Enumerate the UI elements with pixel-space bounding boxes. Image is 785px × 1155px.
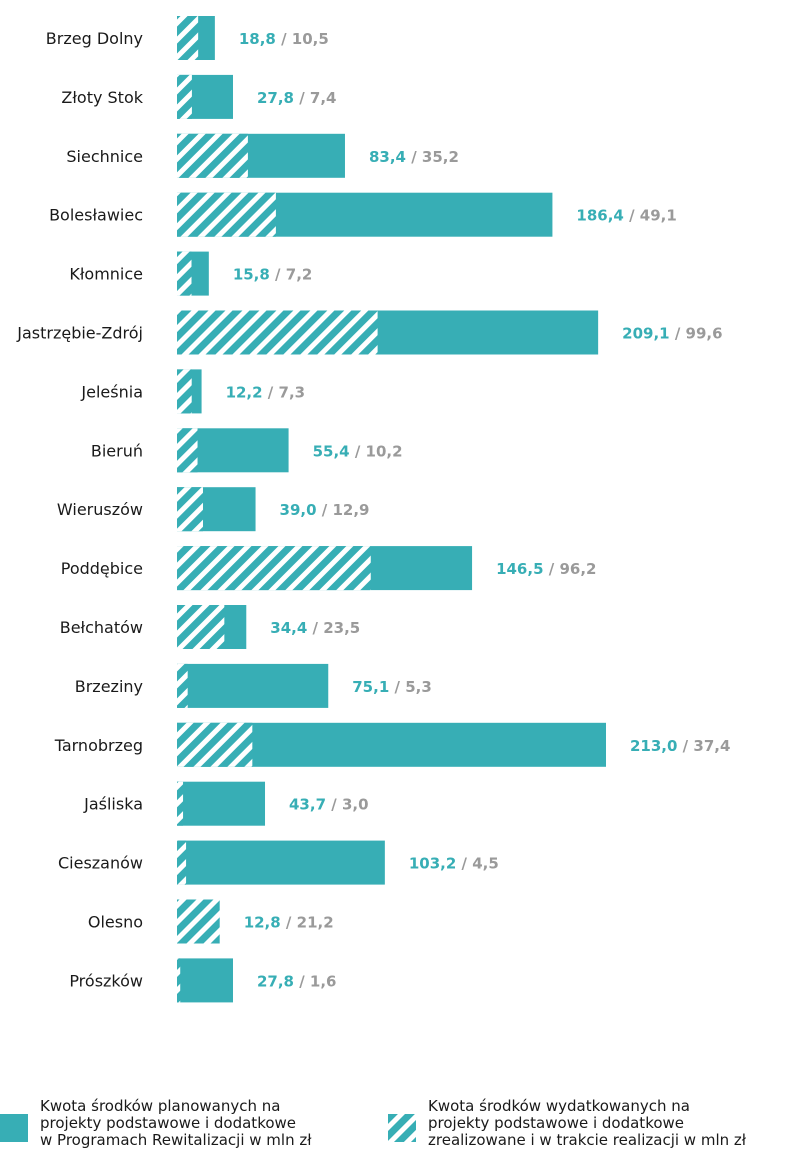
value-label: 34,4 / 23,5 (270, 619, 360, 637)
value-label: 15,8 / 7,2 (233, 266, 313, 284)
value-label: 213,0 / 37,4 (630, 737, 730, 755)
value-label: 43,7 / 3,0 (289, 796, 369, 814)
bar-spent (177, 428, 198, 473)
bar-spent (177, 369, 192, 414)
category-label: Prószków (69, 971, 143, 990)
bar-planned (177, 781, 266, 826)
value-label: 27,8 / 7,4 (257, 89, 337, 107)
category-label: Brzeziny (75, 677, 143, 696)
bar-spent (177, 487, 203, 532)
bar-spent (177, 192, 276, 237)
category-label: Bieruń (91, 441, 143, 460)
bar-chart: Brzeg Dolny 18,8 / 10,5 Złoty Stok 27,8 / 7… (16, 16, 730, 1003)
legend-swatch-planned (0, 1114, 28, 1142)
bar-spent (177, 605, 225, 649)
bar-spent (177, 840, 187, 885)
category-label: Siechnice (66, 147, 143, 166)
category-label: Jaśliska (83, 795, 143, 814)
value-label: 18,8 / 10,5 (239, 30, 329, 48)
bar-spent (177, 781, 184, 826)
bar-spent (177, 663, 188, 708)
category-label: Tarnobrzeg (54, 736, 143, 755)
bar-spent (177, 133, 248, 178)
category-label: Jastrzębie-Zdrój (16, 324, 143, 343)
category-label: Złoty Stok (61, 88, 143, 107)
value-label: 39,0 / 12,9 (280, 501, 370, 519)
bar-spent (177, 958, 181, 1003)
category-label: Poddębice (61, 559, 143, 578)
category-label: Wieruszów (57, 500, 143, 519)
bar-spent (177, 899, 220, 944)
value-label: 75,1 / 5,3 (352, 678, 432, 696)
bar-spent (177, 74, 192, 119)
value-label: 55,4 / 10,2 (313, 442, 403, 460)
value-label: 146,5 / 96,2 (496, 560, 596, 578)
legend-item-planned: Kwota środków planowanych na projekty po… (0, 1098, 360, 1155)
bar-spent (177, 722, 253, 767)
value-label: 103,2 / 4,5 (409, 855, 499, 873)
category-label: Bełchatów (60, 618, 143, 637)
bar-spent (177, 16, 199, 60)
category-label: Kłomnice (69, 265, 143, 284)
legend-swatch-spent (388, 1114, 416, 1142)
bar-planned (177, 663, 329, 708)
value-label: 27,8 / 1,6 (257, 972, 337, 990)
value-label: 209,1 / 99,6 (622, 325, 722, 343)
legend-label-planned: Kwota środków planowanych na projekty po… (40, 1097, 312, 1149)
category-label: Brzeg Dolny (46, 29, 143, 48)
category-label: Cieszanów (58, 854, 143, 873)
category-label: Jeleśnia (80, 382, 143, 401)
value-label: 12,2 / 7,3 (226, 383, 306, 401)
value-label: 12,8 / 21,2 (244, 914, 334, 932)
legend-item-spent: Kwota środków wydatkowanych na projekty … (388, 1098, 785, 1155)
bar-planned (177, 958, 233, 1003)
category-label: Olesno (88, 913, 143, 932)
legend-label-spent: Kwota środków wydatkowanych na projekty … (428, 1097, 747, 1149)
bar-planned (177, 840, 385, 885)
bar-spent (177, 310, 378, 355)
value-label: 83,4 / 35,2 (369, 148, 459, 166)
bar-spent (177, 251, 192, 296)
legend: Kwota środków planowanych na projekty po… (0, 1098, 785, 1155)
bar-spent (177, 546, 371, 591)
category-label: Bolesławiec (49, 206, 143, 225)
value-label: 186,4 / 49,1 (576, 207, 676, 225)
